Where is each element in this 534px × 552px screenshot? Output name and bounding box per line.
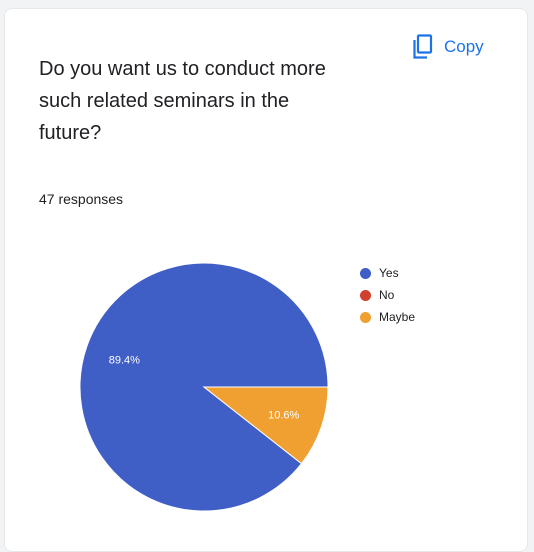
legend-label: Yes: [379, 266, 399, 280]
data-label-yes: 89.4%: [109, 354, 140, 366]
chart-legend: Yes No Maybe: [360, 262, 415, 328]
data-label-maybe: 10.6%: [268, 410, 299, 422]
legend-swatch: [360, 268, 371, 279]
legend-swatch: [360, 312, 371, 323]
legend-item-no[interactable]: No: [360, 284, 415, 306]
legend-label: Maybe: [379, 310, 415, 324]
legend-swatch: [360, 290, 371, 301]
legend-item-yes[interactable]: Yes: [360, 262, 415, 284]
legend-label: No: [379, 288, 394, 302]
legend-item-maybe[interactable]: Maybe: [360, 306, 415, 328]
